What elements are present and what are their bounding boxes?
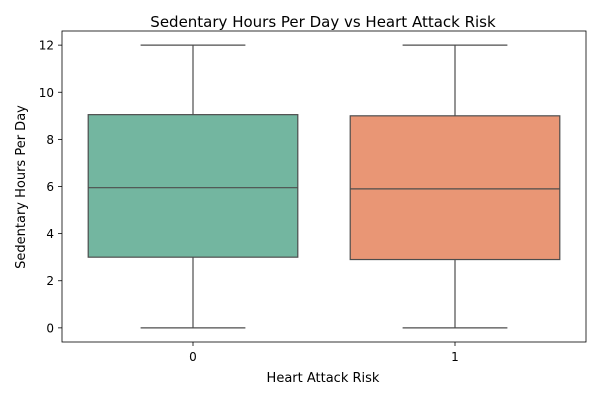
x-tick-label: 1 <box>451 350 459 364</box>
y-axis-label: Sedentary Hours Per Day <box>14 105 29 269</box>
boxes-layer <box>87 44 561 329</box>
box-group-0 <box>87 44 299 329</box>
y-tick-label: 10 <box>39 86 54 100</box>
y-tick-label: 12 <box>39 39 54 53</box>
y-tick-label: 4 <box>46 227 54 241</box>
chart-title: Sedentary Hours Per Day vs Heart Attack … <box>150 13 496 31</box>
iqr-box <box>87 114 299 258</box>
y-axis: 0 2 4 6 8 10 12 <box>39 39 62 335</box>
iqr-box <box>349 115 561 261</box>
y-tick-label: 0 <box>46 321 54 335</box>
x-axis-label: Heart Attack Risk <box>267 371 380 386</box>
x-tick-label: 0 <box>189 350 197 364</box>
y-tick-label: 2 <box>46 274 54 288</box>
y-tick-label: 6 <box>46 180 54 194</box>
y-tick-label: 8 <box>46 133 54 147</box>
box-group-1 <box>349 44 561 329</box>
